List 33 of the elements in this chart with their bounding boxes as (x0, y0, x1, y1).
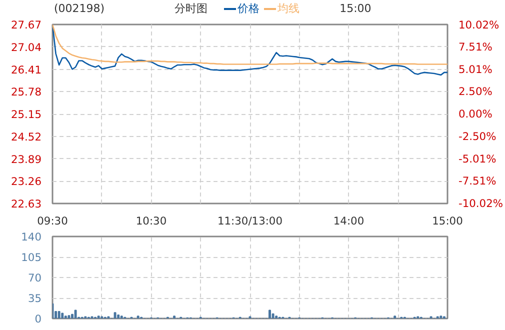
y-tick-label: 22.63 (10, 198, 42, 210)
legend-label: 均线 (276, 2, 300, 15)
x-tick-label: 10:30 (136, 214, 167, 228)
y-tick-label: 27.67 (10, 18, 42, 32)
y-tick-label: 0 (34, 312, 42, 326)
text: 15:00 (340, 2, 372, 15)
y2-tick-label: 7.51% (458, 40, 492, 54)
y2-tick-label: 0.00% (458, 108, 492, 120)
y2-tick-label: -7.51% (458, 174, 496, 188)
y2-tick-label: -10.02% (458, 197, 503, 210)
x-tick-label: 14:00 (333, 214, 364, 228)
chart-subtitle: 分时图 (174, 2, 208, 15)
y-tick-label: 26.41 (10, 63, 42, 76)
y-tick-label: 25.78 (10, 86, 42, 99)
legend-label: 价格 (236, 2, 260, 15)
x-tick-label: 11:30/13:00 (217, 214, 283, 228)
y-tick-label: 24.52 (10, 130, 42, 144)
y-tick-label: 25.15 (10, 108, 42, 121)
x-tick-label: 09:30 (37, 214, 68, 228)
chart-title: (002198) (54, 2, 105, 15)
y-tick-label: 23.89 (10, 152, 42, 166)
y2-tick-label: -5.01% (458, 152, 496, 166)
y-tick-label: 23.26 (10, 175, 42, 188)
y-tick-label: 27.04 (10, 40, 42, 54)
y-tick-label: 105 (21, 251, 42, 264)
y-tick-label: 70 (28, 272, 42, 284)
y-tick-label: 140 (21, 230, 42, 244)
y2-tick-label: 5.01% (458, 62, 492, 76)
y2-tick-label: -2.50% (458, 130, 496, 143)
y-tick-label: 35 (28, 292, 42, 305)
y2-tick-label: 2.50% (458, 85, 492, 98)
y2-tick-label: 10.02% (458, 18, 500, 32)
x-tick-label: 15:00 (432, 214, 464, 228)
